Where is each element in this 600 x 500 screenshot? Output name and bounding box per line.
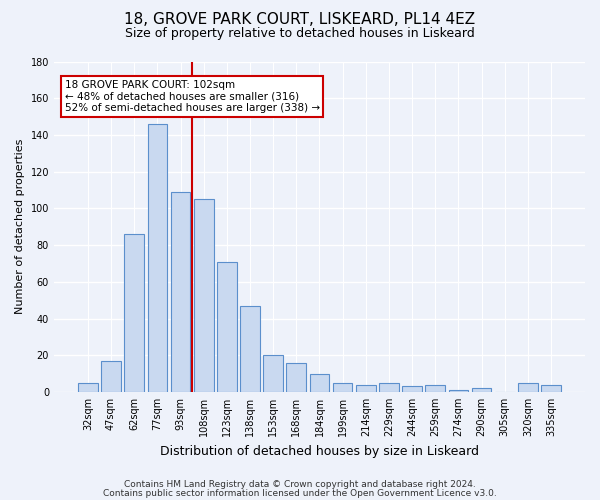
Bar	[286, 362, 306, 392]
X-axis label: Distribution of detached houses by size in Liskeard: Distribution of detached houses by size …	[160, 444, 479, 458]
Bar	[194, 199, 214, 392]
Bar	[379, 383, 399, 392]
Text: 18 GROVE PARK COURT: 102sqm
← 48% of detached houses are smaller (316)
52% of se: 18 GROVE PARK COURT: 102sqm ← 48% of det…	[65, 80, 320, 113]
Y-axis label: Number of detached properties: Number of detached properties	[15, 139, 25, 314]
Bar	[124, 234, 144, 392]
Text: 18, GROVE PARK COURT, LISKEARD, PL14 4EZ: 18, GROVE PARK COURT, LISKEARD, PL14 4EZ	[124, 12, 476, 28]
Bar	[333, 383, 352, 392]
Text: Contains public sector information licensed under the Open Government Licence v3: Contains public sector information licen…	[103, 488, 497, 498]
Text: Size of property relative to detached houses in Liskeard: Size of property relative to detached ho…	[125, 28, 475, 40]
Bar	[263, 355, 283, 392]
Bar	[541, 384, 561, 392]
Bar	[425, 384, 445, 392]
Bar	[240, 306, 260, 392]
Bar	[356, 384, 376, 392]
Bar	[217, 262, 236, 392]
Bar	[101, 360, 121, 392]
Bar	[310, 374, 329, 392]
Bar	[78, 383, 98, 392]
Bar	[449, 390, 468, 392]
Bar	[472, 388, 491, 392]
Bar	[148, 124, 167, 392]
Bar	[402, 386, 422, 392]
Bar	[170, 192, 190, 392]
Text: Contains HM Land Registry data © Crown copyright and database right 2024.: Contains HM Land Registry data © Crown c…	[124, 480, 476, 489]
Bar	[518, 383, 538, 392]
